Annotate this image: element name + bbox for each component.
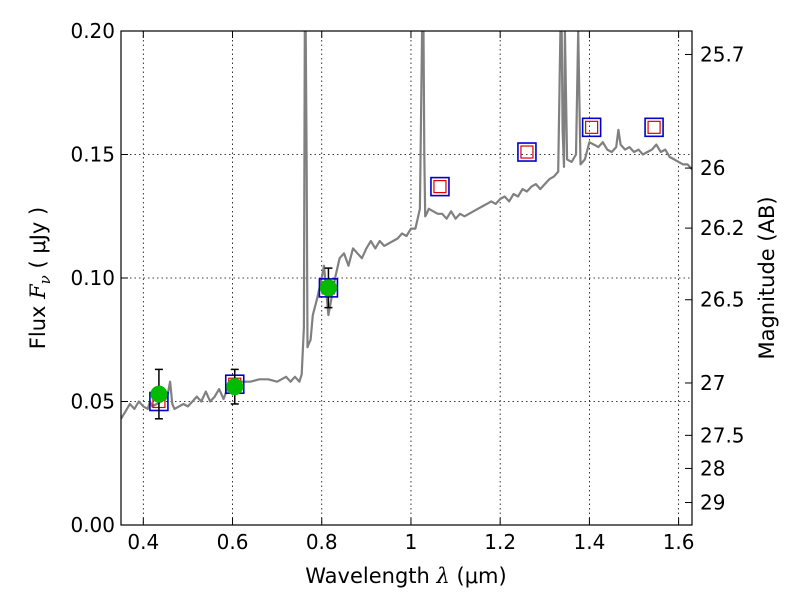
model-point — [644, 117, 664, 138]
y-tick-label: 0.20 — [70, 19, 115, 43]
spectrum-line — [121, 31, 692, 420]
model-point-inner — [433, 180, 447, 194]
x-tick-label: 0.4 — [127, 530, 159, 554]
model-point-inner — [647, 120, 661, 134]
x-tick-label: 1 — [405, 530, 418, 554]
y2-tick-label: 26 — [700, 156, 725, 180]
model-point — [430, 176, 450, 197]
y2-tick-label: 29 — [700, 491, 725, 515]
y2-axis-label: Magnitude (AB) — [755, 196, 779, 359]
y2-tick-label: 27 — [700, 371, 725, 395]
observed-point — [150, 385, 168, 403]
y2-tick-label: 27.5 — [700, 423, 745, 447]
y-axis-label: Flux Fν ( μJy ) — [26, 207, 54, 349]
y2-tick-label: 26.5 — [700, 288, 745, 312]
model-point — [581, 117, 602, 138]
y-tick-label: 0.15 — [70, 143, 115, 167]
y2-tick-label: 25.7 — [700, 42, 745, 66]
y2-tick-label: 28 — [700, 456, 725, 480]
model-point — [517, 142, 537, 162]
grid-lines — [121, 30, 692, 526]
tick-labels: 0.4 0.6 0.8 1 1.2 1.4 1.6 0.00 0.05 0.10 0.15 0.20 2… — [70, 19, 744, 554]
x-tick-label: 0.8 — [306, 530, 338, 554]
x-tick-label: 1.2 — [484, 530, 516, 554]
tick-marks — [121, 30, 692, 526]
x-tick-label: 0.6 — [217, 530, 249, 554]
x-axis-label: Wavelength λ (μm) — [305, 564, 506, 588]
y-tick-label: 0.10 — [70, 266, 115, 290]
model-point-inner — [585, 120, 599, 134]
model-point-inner — [520, 145, 534, 159]
observed-point — [319, 279, 337, 297]
y-tick-label: 0.00 — [70, 513, 115, 537]
y-tick-label: 0.05 — [70, 390, 115, 414]
x-tick-label: 1.4 — [573, 530, 605, 554]
x-tick-label: 1.6 — [663, 530, 695, 554]
y2-tick-label: 26.2 — [700, 216, 745, 240]
plot-area — [121, 31, 692, 420]
observed-point — [226, 378, 244, 396]
